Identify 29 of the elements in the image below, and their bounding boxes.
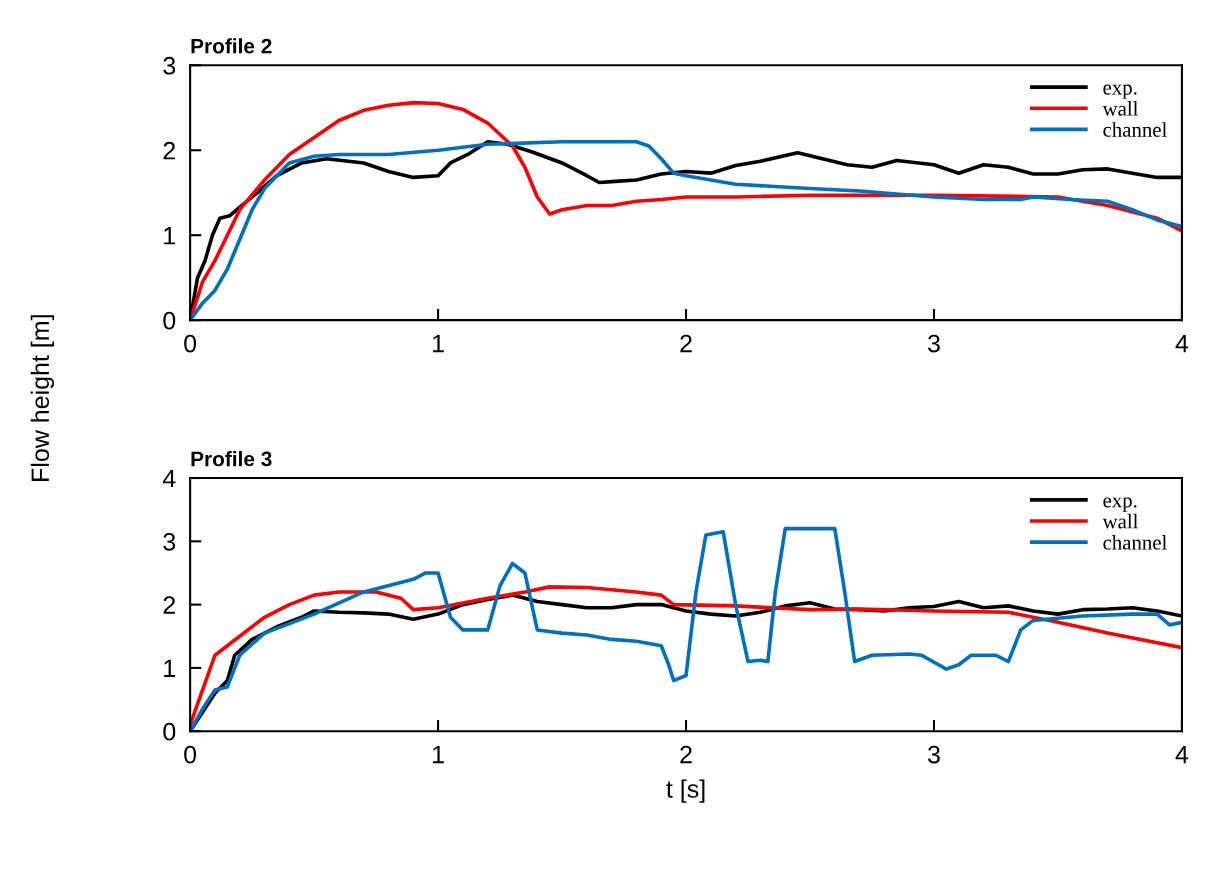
x-tick-label: 0 <box>184 745 197 764</box>
legend-label: wall <box>1102 513 1139 529</box>
x-tick-label: 2 <box>680 334 692 353</box>
y-tick-label: 3 <box>163 532 176 551</box>
x-tick-label: 1 <box>433 745 444 764</box>
x-tick-label: 1 <box>433 334 444 353</box>
y-tick-label: 4 <box>162 469 176 488</box>
legend-label: channel <box>1103 534 1167 550</box>
y-tick-label: 3 <box>163 56 176 75</box>
x-tick-label: 3 <box>927 334 940 353</box>
chart-title: Profile 2 <box>191 38 272 54</box>
x-tick-label: 2 <box>680 745 692 764</box>
x-tick-label: 4 <box>1175 745 1189 764</box>
x-axis-title: t [s] <box>666 779 705 803</box>
y-tick-label: 1 <box>164 227 176 245</box>
y-tick-label: 2 <box>163 141 175 160</box>
y-tick-label: 0 <box>163 311 176 330</box>
legend-label: exp. <box>1103 84 1137 99</box>
legend-label: wall <box>1102 101 1139 116</box>
x-tick-label: 4 <box>1175 334 1189 353</box>
x-tick-label: 3 <box>927 745 940 764</box>
y-tick-label: 2 <box>163 596 175 614</box>
chart-title: Profile 3 <box>191 451 272 467</box>
legend-label: exp. <box>1103 497 1137 512</box>
y-tick-label: 1 <box>164 659 176 677</box>
y-tick-label: 0 <box>163 722 176 741</box>
legend-label: channel <box>1103 122 1167 137</box>
x-tick-label: 0 <box>184 334 197 353</box>
y-axis-title: Flow height [m] <box>30 315 55 481</box>
